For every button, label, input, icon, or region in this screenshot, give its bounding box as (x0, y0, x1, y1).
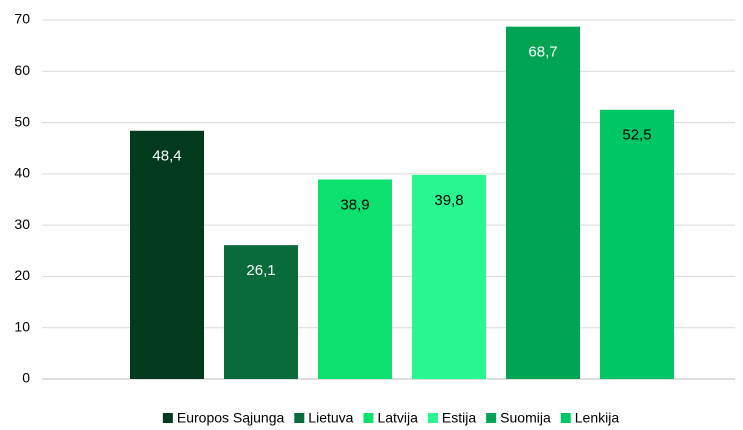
bar (600, 109, 674, 379)
data-label: 68,7 (528, 44, 557, 61)
legend-label: Suomija (500, 410, 551, 426)
data-label: 48,4 (152, 148, 181, 165)
legend-swatch (427, 413, 438, 423)
data-label: 38,9 (340, 196, 369, 213)
bar (130, 130, 204, 379)
bar (224, 245, 298, 379)
y-tick-label: 70 (14, 11, 30, 27)
y-tick-label: 30 (14, 216, 30, 232)
y-tick-label: 40 (14, 165, 30, 181)
legend-label: Europos Sąjunga (177, 410, 285, 426)
legend-swatch (486, 413, 497, 423)
legend-swatch (294, 413, 305, 423)
legend-swatch (162, 413, 173, 423)
y-tick-label: 10 (14, 318, 30, 334)
data-label: 26,1 (246, 262, 275, 279)
y-tick-label: 0 (22, 370, 30, 386)
legend-label: Estija (442, 410, 476, 426)
y-tick-label: 60 (14, 62, 30, 78)
legend-swatch (560, 413, 571, 423)
legend-label: Lenkija (575, 410, 620, 426)
legend-label: Latvija (377, 410, 418, 426)
bar (412, 174, 486, 379)
bar (318, 179, 392, 379)
data-label: 39,8 (434, 192, 463, 209)
legend-label: Lietuva (308, 410, 353, 426)
bar (506, 26, 580, 379)
y-tick-label: 20 (14, 267, 30, 283)
data-label: 52,5 (622, 127, 651, 144)
y-tick-label: 50 (14, 113, 30, 129)
legend-swatch (363, 413, 374, 423)
